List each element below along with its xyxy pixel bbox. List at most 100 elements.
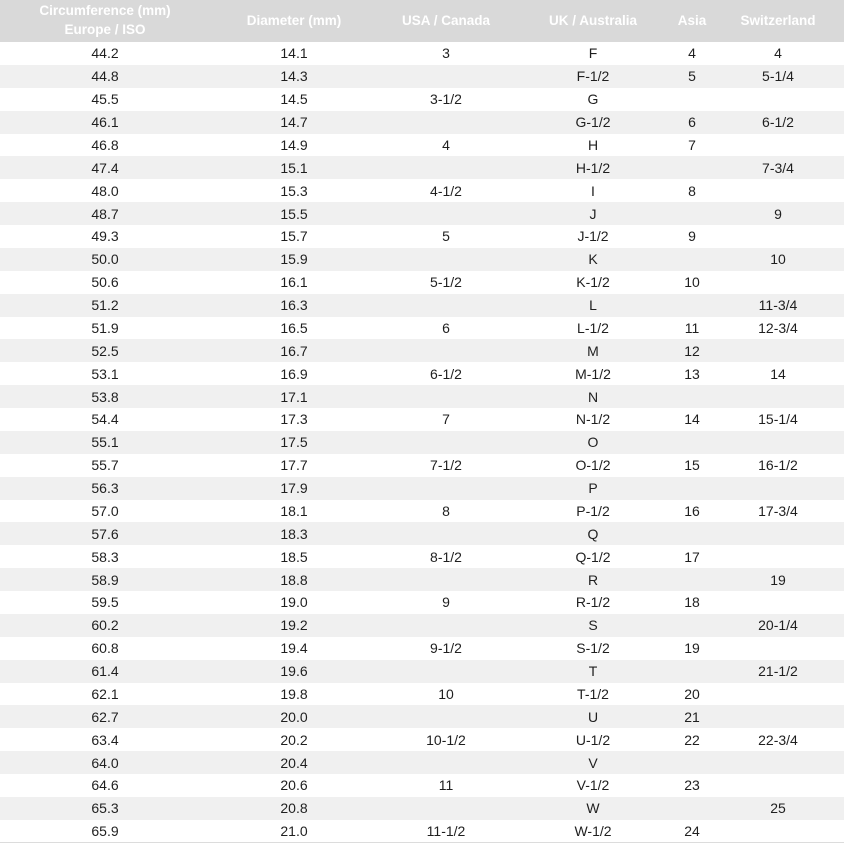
- cell-asia: [672, 797, 712, 820]
- cell-usa: 10: [438, 685, 454, 702]
- cell-uk: K: [588, 251, 598, 268]
- table-row: 53.8 17.1 N: [0, 385, 844, 408]
- cell-switzerland: [712, 591, 844, 614]
- cell-switzerland: [712, 431, 844, 454]
- table-row: 62.7 20.0 U 21: [0, 705, 844, 729]
- cell-uk: N: [587, 388, 599, 405]
- cell-uk: V: [588, 754, 598, 771]
- cell-uk: U-1/2: [575, 731, 611, 748]
- cell-diameter: 16.5: [280, 319, 308, 336]
- cell-diameter: 19.6: [280, 663, 308, 680]
- cell-diameter: 16.7: [280, 342, 308, 359]
- column-header-uk-australia: UK / Australia: [514, 0, 672, 42]
- cell-diameter: 19.0: [280, 594, 308, 611]
- cell-circumference: 55.7: [91, 457, 119, 474]
- cell-uk: P: [588, 480, 598, 497]
- cell-circumference: 46.8: [91, 136, 119, 153]
- cell-uk: H-1/2: [575, 159, 611, 176]
- table-row: 50.0 15.9 K 10: [0, 247, 844, 271]
- cell-uk: O-1/2: [575, 457, 611, 474]
- cell-circumference: 64.6: [91, 777, 119, 794]
- cell-switzerland: [712, 339, 844, 362]
- cell-asia: 8: [688, 182, 696, 199]
- cell-usa: 3-1/2: [430, 91, 462, 108]
- cell-diameter: 14.1: [280, 45, 308, 62]
- cell-usa: [378, 797, 514, 820]
- cell-switzerland: 7-3/4: [762, 159, 794, 176]
- cell-asia: [672, 385, 712, 408]
- cell-diameter: 19.8: [280, 685, 308, 702]
- cell-asia: 21: [684, 708, 700, 725]
- cell-asia: 17: [684, 548, 700, 565]
- cell-switzerland: 14: [770, 365, 786, 382]
- cell-asia: [672, 202, 712, 225]
- cell-asia: [672, 431, 712, 454]
- column-header-diameter: Diameter (mm): [210, 0, 378, 42]
- cell-usa: [378, 248, 514, 271]
- table-row: 55.7 17.7 7-1/2 O-1/2 15 16-1/2: [0, 453, 844, 477]
- cell-uk: H: [587, 136, 599, 153]
- cell-diameter: 20.2: [280, 731, 308, 748]
- cell-asia: 12: [684, 342, 700, 359]
- cell-diameter: 15.3: [280, 182, 308, 199]
- table-header: Circumference (mm) Europe / ISO Diameter…: [0, 0, 844, 42]
- cell-asia: 19: [684, 640, 700, 657]
- cell-asia: [672, 751, 712, 774]
- cell-switzerland: [712, 637, 844, 660]
- cell-circumference: 58.3: [91, 548, 119, 565]
- cell-diameter: 18.5: [280, 548, 308, 565]
- cell-uk: F: [588, 45, 598, 62]
- cell-circumference: 56.3: [91, 480, 119, 497]
- cell-diameter: 20.8: [280, 800, 308, 817]
- cell-switzerland: 11-3/4: [758, 297, 798, 314]
- table-row: 53.1 16.9 6-1/2 M-1/2 13 14: [0, 362, 844, 386]
- cell-circumference: 65.9: [91, 822, 119, 839]
- table-row: 56.3 17.9 P: [0, 476, 844, 500]
- cell-asia: 23: [684, 777, 700, 794]
- cell-asia: 13: [684, 365, 700, 382]
- cell-usa: [378, 65, 514, 88]
- cell-usa: 3: [442, 45, 450, 62]
- cell-circumference: 46.1: [91, 114, 119, 131]
- cell-switzerland: [712, 88, 844, 111]
- cell-circumference: 53.8: [91, 388, 119, 405]
- table-row: 64.0 20.4 V: [0, 751, 844, 774]
- cell-diameter: 14.7: [280, 114, 308, 131]
- table-row: 48.7 15.5 J 9: [0, 202, 844, 225]
- table-row: 58.3 18.5 8-1/2 Q-1/2 17: [0, 545, 844, 569]
- header-row: Circumference (mm) Europe / ISO Diameter…: [0, 0, 844, 42]
- table-row: 63.4 20.2 10-1/2 U-1/2 22 22-3/4: [0, 728, 844, 752]
- cell-switzerland: [712, 751, 844, 774]
- cell-asia: 14: [684, 411, 700, 428]
- cell-circumference: 47.4: [91, 159, 119, 176]
- table-row: 57.6 18.3 Q: [0, 522, 844, 546]
- cell-diameter: 18.1: [280, 502, 308, 519]
- table-row: 55.1 17.5 O: [0, 430, 844, 454]
- table-row: 65.3 20.8 W 25: [0, 796, 844, 820]
- cell-circumference: 62.1: [91, 685, 119, 702]
- cell-diameter: 15.7: [280, 228, 308, 245]
- cell-diameter: 17.7: [280, 457, 308, 474]
- cell-switzerland: 20-1/4: [758, 617, 798, 634]
- cell-diameter: 14.5: [280, 91, 308, 108]
- cell-circumference: 62.7: [91, 708, 119, 725]
- cell-switzerland: 21-1/2: [758, 663, 798, 680]
- cell-circumference: 61.4: [91, 663, 119, 680]
- table-row: 58.9 18.8 R 19: [0, 568, 844, 591]
- column-header-circumference-line1: Circumference (mm): [39, 3, 171, 19]
- table-row: 46.1 14.7 G-1/2 6 6-1/2: [0, 110, 844, 134]
- cell-usa: 4-1/2: [430, 182, 462, 199]
- cell-usa: 11-1/2: [426, 822, 466, 839]
- cell-uk: R: [587, 571, 599, 588]
- cell-usa: 5-1/2: [430, 274, 462, 291]
- cell-asia: 5: [688, 68, 696, 85]
- table-row: 59.5 19.0 9 R-1/2 18: [0, 591, 844, 614]
- table-row: 44.8 14.3 F-1/2 5 5-1/4: [0, 64, 844, 88]
- cell-asia: 16: [684, 502, 700, 519]
- cell-usa: 6: [442, 319, 450, 336]
- cell-diameter: 15.5: [280, 205, 308, 222]
- cell-usa: 5: [442, 228, 450, 245]
- cell-usa: [378, 111, 514, 134]
- cell-circumference: 55.1: [91, 434, 119, 451]
